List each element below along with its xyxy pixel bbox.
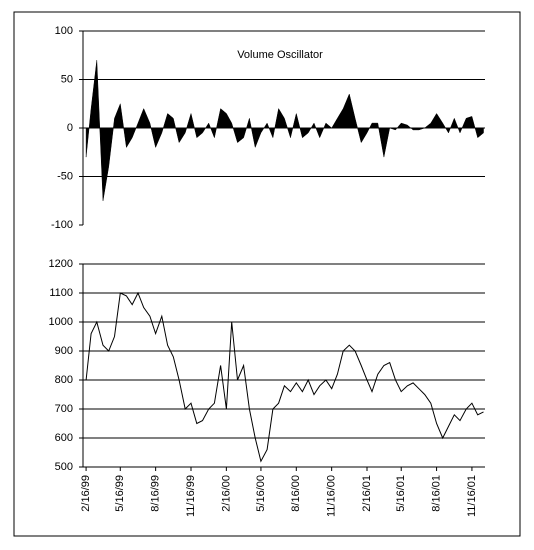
y-tick-label: -50 <box>57 170 73 182</box>
y-tick-label: 0 <box>67 122 73 134</box>
x-tick-label: 2/16/99 <box>80 475 92 512</box>
x-tick-label: 8/16/00 <box>290 475 302 512</box>
frame <box>13 11 521 537</box>
y-tick-label: 500 <box>55 461 73 473</box>
y-tick-label: -100 <box>51 219 73 231</box>
x-tick-label: 2/16/01 <box>361 475 373 512</box>
y-tick-label: 900 <box>55 345 73 357</box>
oscillator-area <box>85 60 484 201</box>
x-tick-label: 11/16/00 <box>326 475 338 517</box>
y-tick-label: 800 <box>55 374 73 386</box>
x-tick-label: 5/16/00 <box>255 475 267 512</box>
y-tick-label: 50 <box>61 73 73 85</box>
y-tick-label: 700 <box>55 403 73 415</box>
chart-title: Volume Oscillator <box>237 49 323 61</box>
x-tick-label: 5/16/99 <box>114 475 126 512</box>
y-tick-label: 1000 <box>49 316 73 328</box>
x-tick-label: 8/16/01 <box>430 475 442 512</box>
x-tick-label: 11/16/01 <box>466 475 478 517</box>
y-tick-label: 600 <box>55 432 73 444</box>
x-tick-label: 8/16/99 <box>150 475 162 512</box>
y-tick-label: 1100 <box>49 287 73 299</box>
price-line <box>85 291 484 463</box>
y-tick-label: 100 <box>55 25 73 37</box>
y-tick-label: 1200 <box>49 258 73 270</box>
x-tick-label: 2/16/00 <box>220 475 232 512</box>
x-tick-label: 5/16/01 <box>395 475 407 512</box>
x-tick-label: 11/16/99 <box>185 475 197 517</box>
